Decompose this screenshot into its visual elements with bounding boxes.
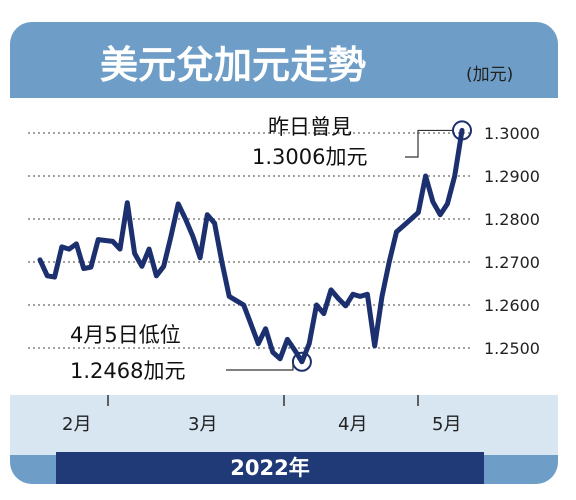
high-leader-line	[405, 129, 453, 158]
chart-title: 美元兌加元走勢	[100, 43, 366, 87]
y-tick-label: 1.2600	[484, 296, 540, 315]
gridlines	[28, 132, 470, 349]
high-annotation: 昨日曾見 1.3006加元	[252, 115, 472, 169]
y-tick-label: 1.2500	[484, 339, 540, 358]
low-label-line2: 1.2468加元	[70, 359, 185, 383]
year-bar	[56, 452, 484, 484]
low-leader-line	[226, 361, 294, 371]
y-axis: 1.3000 1.2900 1.2800 1.2700 1.2600 1.2500	[484, 124, 540, 358]
year-label: 2022年	[230, 456, 309, 480]
y-tick-label: 1.2700	[484, 253, 540, 272]
x-tick-label: 4月	[338, 414, 367, 435]
data-points	[39, 130, 463, 362]
low-annotation: 4月5日低位 1.2468加元	[70, 323, 312, 383]
y-tick-label: 1.2900	[484, 167, 540, 186]
y-tick-label: 1.2800	[484, 210, 540, 229]
x-tick-label: 5月	[432, 414, 461, 435]
low-label-line1: 4月5日低位	[70, 323, 181, 347]
unit-label: (加元)	[466, 65, 513, 85]
high-label-line2: 1.3006加元	[252, 145, 367, 169]
x-tick-label: 2月	[62, 414, 91, 435]
high-label-line1: 昨日曾見	[268, 115, 352, 139]
x-axis: 2月 3月 4月 5月	[62, 395, 461, 435]
x-tick-label: 3月	[188, 414, 217, 435]
y-tick-label: 1.3000	[484, 124, 540, 143]
